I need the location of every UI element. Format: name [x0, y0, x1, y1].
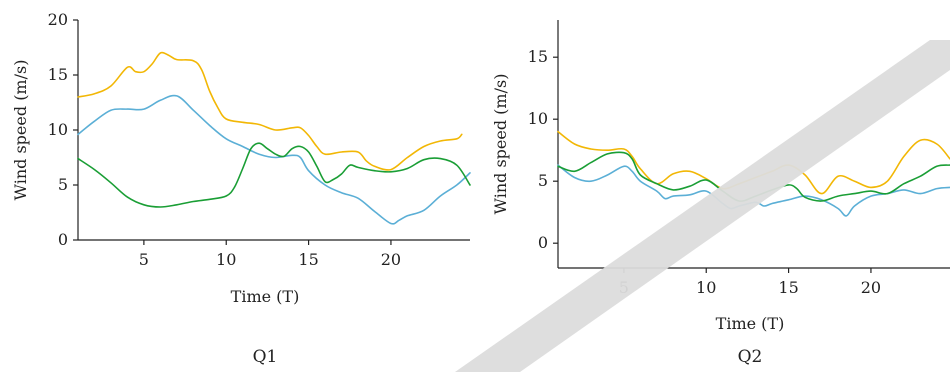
y-axis-title: Wind speed (m/s) [491, 74, 510, 215]
series-line-2 [77, 94, 471, 225]
series-line-3 [77, 142, 471, 208]
x-tick-label: 20 [381, 250, 401, 269]
x-axis-title: Time (T) [231, 287, 300, 306]
series-line-1 [77, 51, 463, 171]
y-tick-label: 5 [538, 171, 548, 190]
x-tick-label: 10 [696, 278, 716, 297]
x-tick-label: 15 [778, 278, 798, 297]
chart-q1: 0 5 10 15 20 5 10 15 20 Time (T) Wind speed (m/s) Q… [11, 10, 471, 367]
y-tick-label: 15 [528, 47, 548, 66]
y-tick-label: 0 [538, 233, 548, 252]
x-tick-label: 5 [139, 250, 149, 269]
y-tick-label: 10 [528, 109, 548, 128]
panel-label: Q1 [253, 347, 278, 367]
x-tick-label: 10 [216, 250, 236, 269]
chart-q2: 0510155101520Time (T)Wind speed (m/s)Q2 [491, 20, 950, 367]
y-tick-label: 0 [58, 230, 68, 249]
y-tick-label: 5 [58, 175, 68, 194]
x-axis-title: Time (T) [716, 314, 785, 333]
x-tick-label: 15 [298, 250, 318, 269]
x-tick-label: 20 [861, 278, 881, 297]
panel-label: Q2 [738, 347, 763, 367]
retracted-watermark [455, 40, 950, 372]
y-axis-title: Wind speed (m/s) [11, 60, 30, 201]
y-tick-label: 10 [48, 120, 68, 139]
y-tick-label: 20 [48, 10, 68, 29]
y-tick-label: 15 [48, 65, 68, 84]
